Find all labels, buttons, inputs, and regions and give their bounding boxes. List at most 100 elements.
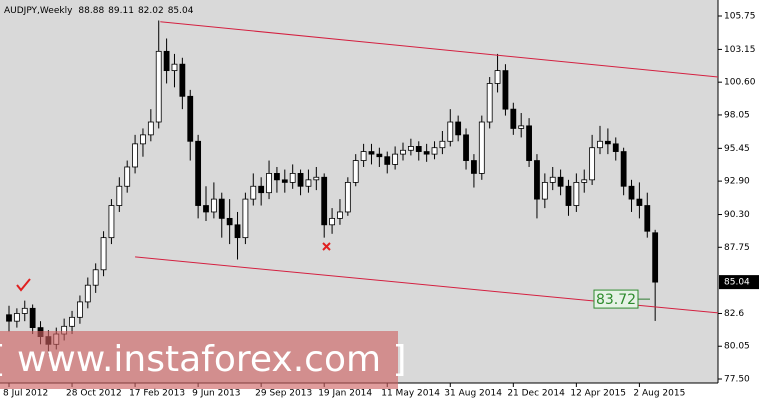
candle-body [604, 140, 611, 145]
candle-body [281, 179, 288, 183]
symbol: AUDJPY,Weekly [4, 6, 73, 16]
candle-body [352, 160, 359, 183]
candle-body [628, 185, 635, 200]
candle-body [116, 185, 123, 206]
x-tick-label: 11 May 2014 [381, 389, 440, 399]
high: 89.11 [108, 6, 134, 16]
price-tag-label: 85.04 [724, 278, 750, 288]
candle-body [455, 121, 462, 136]
x-tick-label: 29 Sep 2013 [255, 389, 312, 399]
candle-body [549, 176, 556, 183]
candle-body [463, 134, 469, 161]
candle-body [447, 121, 454, 142]
candle-body [368, 151, 375, 155]
x-tick-label: 19 Jan 2014 [318, 389, 372, 399]
candle-body [557, 176, 564, 187]
candle-body [636, 198, 643, 206]
candle-body [305, 179, 312, 187]
chart-header: AUDJPY,Weekly 88.88 89.11 82.02 85.04 [4, 6, 194, 16]
y-tick-label: 80.05 [724, 342, 750, 352]
candle-body [526, 125, 532, 161]
x-tick-label: 28 Oct 2012 [66, 389, 122, 399]
candle-body [234, 224, 241, 239]
candle-body [297, 173, 304, 187]
y-tick-label: 90.30 [724, 210, 750, 220]
candle-body [250, 185, 257, 200]
candle-body [21, 307, 28, 314]
x-tick-label: 31 Aug 2014 [444, 389, 502, 399]
y-tick-label: 103.15 [724, 45, 756, 55]
candle-body [77, 301, 83, 318]
candle-body [612, 143, 619, 152]
candle-body [108, 205, 115, 239]
candle-body [494, 70, 501, 84]
candle-body [573, 182, 580, 206]
candle-body [502, 70, 509, 110]
y-tick-label: 98.05 [724, 110, 750, 120]
candle-body [266, 173, 272, 194]
candle-body [471, 160, 477, 174]
candle-body [478, 121, 485, 174]
candle-body [620, 151, 627, 187]
candle-body [218, 198, 225, 219]
candle-body [541, 182, 548, 200]
candle-body [589, 147, 596, 181]
candle-body [565, 185, 572, 206]
candle-body [384, 156, 391, 165]
candle-body [313, 176, 320, 181]
candle-body [124, 166, 131, 187]
candle-body [400, 149, 406, 155]
candle-body [147, 121, 154, 136]
candle-body [597, 140, 603, 149]
candle-body [423, 151, 430, 155]
low: 82.02 [138, 6, 164, 16]
x-tick-label: 21 Dec 2014 [507, 389, 565, 399]
trendline [160, 21, 718, 78]
candle-body [163, 50, 170, 72]
candle-body [644, 205, 651, 232]
x-tick-label: 17 Feb 2013 [129, 389, 185, 399]
watermark: [ www.instaforex.com ] [0, 339, 407, 380]
price-tag [719, 275, 759, 290]
y-tick-label: 77.50 [724, 375, 750, 385]
candle-body [337, 211, 343, 219]
candle-body [155, 50, 162, 123]
candle-body [226, 217, 233, 226]
trendline-clip [160, 21, 718, 78]
candle-body [407, 146, 414, 151]
candle-body [100, 237, 107, 271]
candle-body [242, 198, 249, 239]
candle-body [210, 198, 217, 213]
candle-body [486, 83, 493, 123]
y-tick-label: 105.75 [724, 12, 756, 22]
candle-body [376, 153, 383, 158]
candle-body [13, 313, 20, 322]
candle-body [329, 217, 335, 226]
candle-body [258, 185, 265, 194]
candle-body [344, 182, 351, 213]
y-tick-label: 100.60 [724, 78, 756, 88]
x-tick-label: 8 Jul 2012 [3, 389, 48, 399]
candle-body [360, 151, 367, 161]
candle-body [132, 143, 138, 168]
open: 88.88 [78, 6, 104, 16]
candle-body [84, 284, 91, 303]
x-tick-label: 12 Apr 2015 [570, 389, 626, 399]
level-box [593, 289, 639, 309]
candle-body [195, 140, 202, 206]
close: 85.04 [168, 6, 194, 16]
candle-body [29, 307, 36, 329]
candle-body [171, 63, 178, 72]
level-label: 83.72 [596, 292, 636, 308]
check-icon [16, 278, 31, 292]
candle-body [392, 153, 399, 165]
x-tick-label: 2 Aug 2015 [633, 389, 685, 399]
candle-body [652, 232, 659, 283]
candle-body [439, 140, 446, 149]
candle-body [92, 269, 99, 286]
cross-icon [322, 242, 331, 251]
plot-area [0, 0, 718, 383]
candle-body [321, 176, 328, 226]
candle-body [518, 125, 525, 129]
